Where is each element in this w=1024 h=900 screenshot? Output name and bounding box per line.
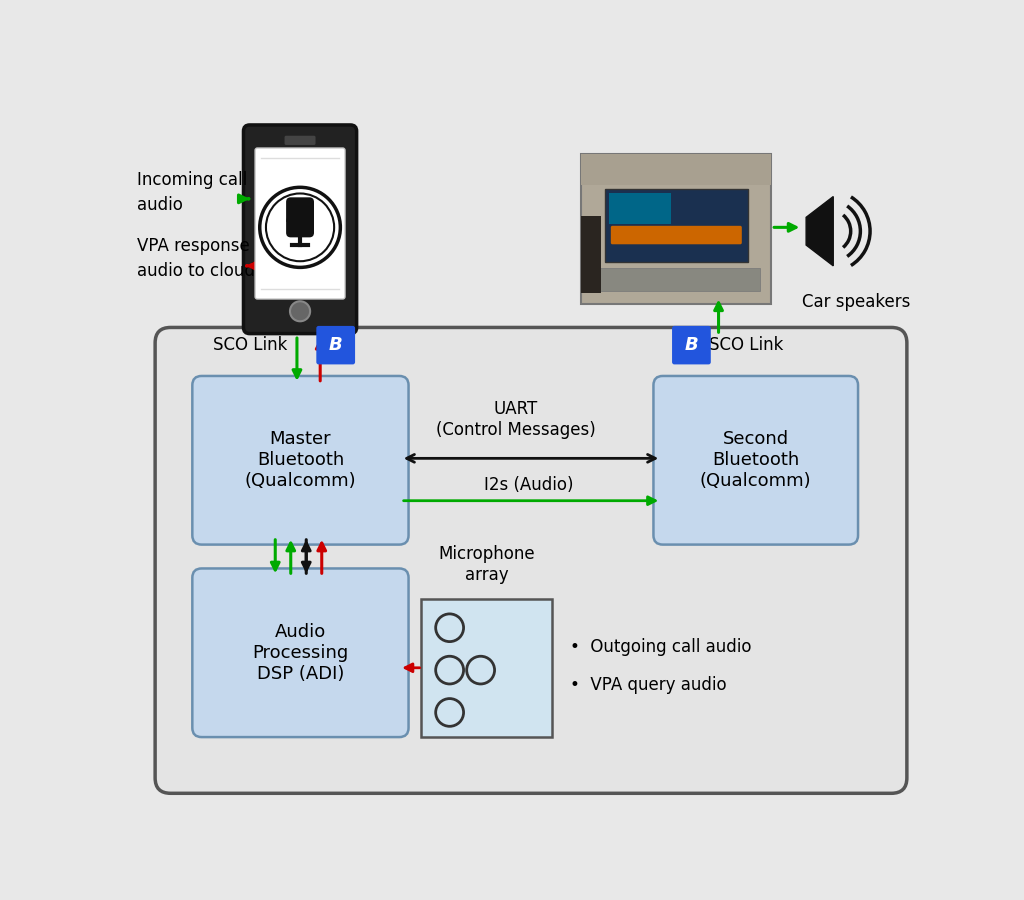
FancyBboxPatch shape bbox=[255, 148, 345, 299]
FancyBboxPatch shape bbox=[421, 599, 552, 737]
Text: Incoming call
audio: Incoming call audio bbox=[137, 171, 248, 214]
Text: I2s (Audio): I2s (Audio) bbox=[484, 476, 574, 494]
Text: Audio
Processing
DSP (ADI): Audio Processing DSP (ADI) bbox=[252, 623, 348, 682]
Text: B: B bbox=[685, 337, 698, 355]
Circle shape bbox=[435, 614, 464, 642]
FancyBboxPatch shape bbox=[193, 569, 409, 737]
FancyBboxPatch shape bbox=[582, 154, 771, 185]
Text: VPA response
audio to cloud: VPA response audio to cloud bbox=[137, 237, 255, 280]
FancyBboxPatch shape bbox=[582, 216, 601, 292]
Circle shape bbox=[266, 194, 334, 261]
Text: •  Outgoing call audio: • Outgoing call audio bbox=[569, 638, 752, 656]
Text: SCO Link: SCO Link bbox=[710, 337, 783, 355]
FancyBboxPatch shape bbox=[582, 154, 771, 304]
FancyBboxPatch shape bbox=[193, 376, 409, 544]
Polygon shape bbox=[806, 196, 834, 266]
FancyBboxPatch shape bbox=[604, 189, 748, 262]
FancyBboxPatch shape bbox=[316, 326, 355, 365]
FancyBboxPatch shape bbox=[593, 268, 760, 292]
FancyBboxPatch shape bbox=[611, 226, 741, 244]
Text: Master
Bluetooth
(Qualcomm): Master Bluetooth (Qualcomm) bbox=[245, 430, 356, 491]
Text: B: B bbox=[329, 337, 343, 355]
Circle shape bbox=[467, 656, 495, 684]
FancyBboxPatch shape bbox=[286, 197, 314, 238]
FancyBboxPatch shape bbox=[653, 376, 858, 544]
Text: SCO Link: SCO Link bbox=[213, 337, 288, 355]
Circle shape bbox=[435, 698, 464, 726]
FancyBboxPatch shape bbox=[155, 328, 907, 793]
Text: Car speakers: Car speakers bbox=[803, 292, 910, 310]
Circle shape bbox=[290, 302, 310, 321]
Circle shape bbox=[435, 656, 464, 684]
FancyBboxPatch shape bbox=[608, 193, 671, 223]
Text: Microphone
array: Microphone array bbox=[438, 545, 535, 584]
FancyBboxPatch shape bbox=[285, 136, 315, 145]
Text: UART
(Control Messages): UART (Control Messages) bbox=[435, 400, 595, 439]
FancyBboxPatch shape bbox=[672, 326, 711, 365]
Circle shape bbox=[260, 187, 340, 267]
FancyBboxPatch shape bbox=[244, 125, 356, 334]
Text: •  VPA query audio: • VPA query audio bbox=[569, 677, 726, 695]
Text: Second
Bluetooth
(Qualcomm): Second Bluetooth (Qualcomm) bbox=[700, 430, 812, 491]
